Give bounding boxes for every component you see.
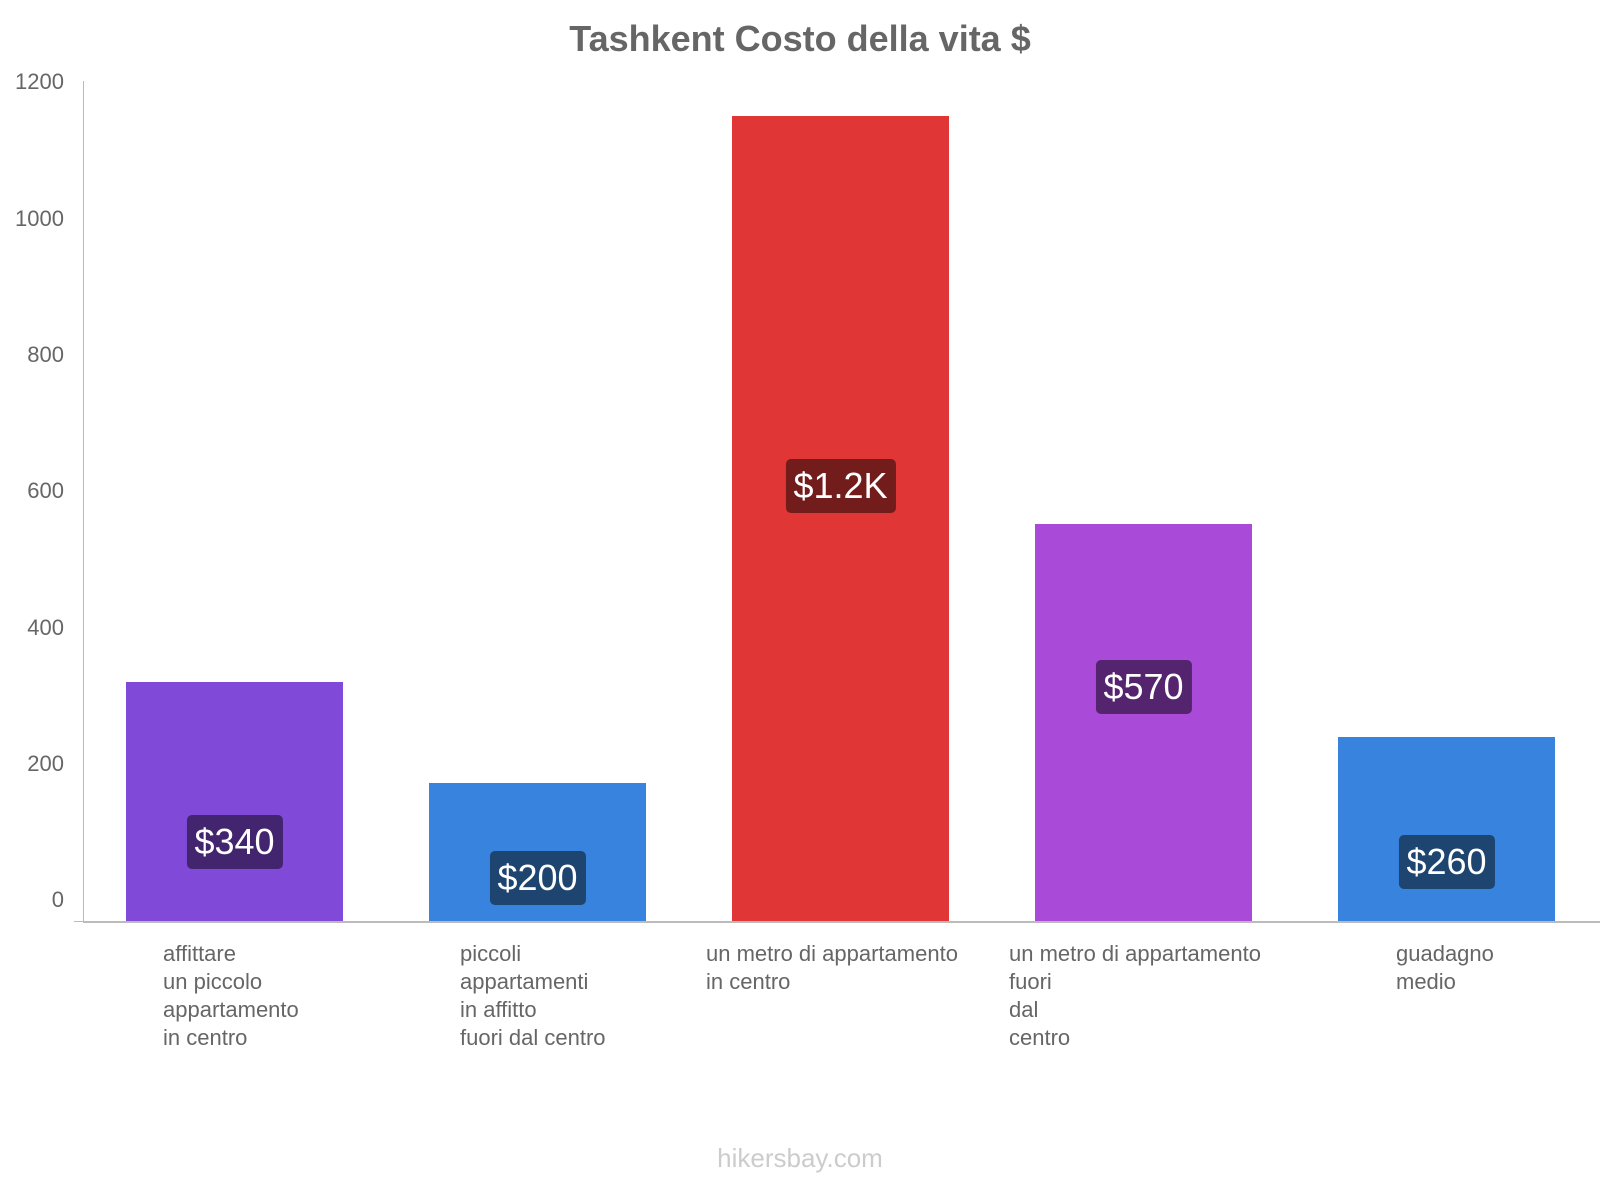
x-category-label: affittare un piccolo appartamento in cen… <box>163 941 299 1050</box>
y-tick-label: 200 <box>27 751 64 776</box>
x-category-label: piccoli appartamenti in affitto fuori da… <box>460 941 606 1050</box>
y-axis-line <box>83 81 84 921</box>
bar-value-label: $200 <box>489 851 586 906</box>
y-tick-mark <box>74 921 83 922</box>
y-tick-label: 1200 <box>15 69 64 94</box>
bar-4[interactable] <box>1338 737 1555 921</box>
bar-value-label: $570 <box>1095 659 1192 714</box>
bar-3[interactable] <box>1035 524 1252 921</box>
bar-value-label: $340 <box>186 815 283 870</box>
watermark: hikersbay.com <box>717 1143 883 1173</box>
bar-2[interactable] <box>732 115 949 921</box>
y-tick-label: 400 <box>27 615 64 640</box>
bar-value-label: $260 <box>1398 835 1495 890</box>
x-category-label: un metro di appartamento in centro <box>706 941 958 994</box>
y-tick-label: 800 <box>27 342 64 367</box>
x-axis-line <box>83 921 1600 923</box>
y-tick-label: 600 <box>27 478 64 503</box>
bar-value-label: $1.2K <box>785 459 896 514</box>
y-tick-label: 0 <box>51 887 64 912</box>
chart-title: Tashkent Costo della vita $ <box>569 18 1031 59</box>
bar-0[interactable] <box>126 682 343 921</box>
x-category-label: un metro di appartamento fuori dal centr… <box>1009 941 1261 1050</box>
x-category-label: guadagno medio <box>1396 941 1494 994</box>
y-tick-label: 1000 <box>15 206 64 231</box>
